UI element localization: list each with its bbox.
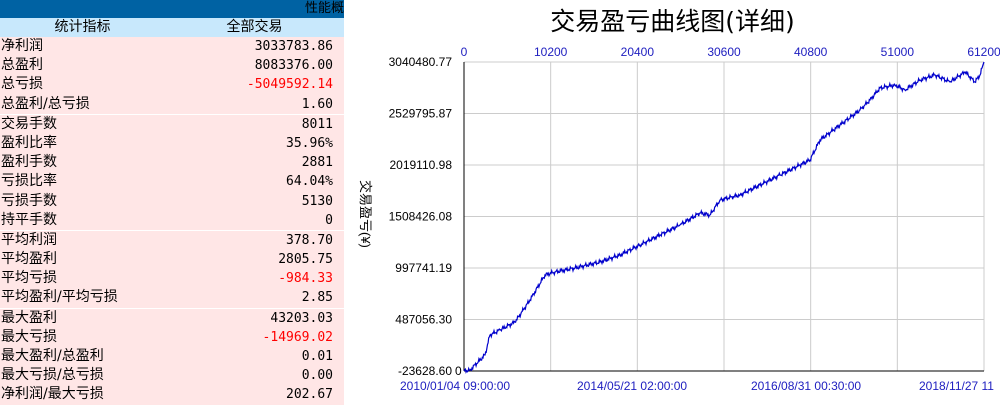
metric-label: 平均亏损 [1, 270, 57, 287]
metric-value: 2.85 [301, 290, 333, 306]
metric-label: 总亏损 [1, 76, 43, 93]
metric-label: 净利润 [1, 38, 43, 54]
metric-value: 3033783.86 [254, 39, 333, 54]
y-origin-label: 0 [455, 364, 462, 378]
metric-value: 8011 [301, 116, 333, 132]
metric-value: 2805.75 [278, 252, 333, 268]
metric-value: -984.33 [278, 271, 333, 287]
table-row: 净利润 3033783.86 [0, 37, 344, 57]
x-bottom-tick-label: 2014/05/21 02:00:00 [577, 379, 687, 393]
metric-label: 最大亏损/总亏损 [1, 367, 104, 384]
pnl-chart: 交易盈亏曲线图(详细) 0 3040480.77 10200 2529795.87 20… [345, 0, 1000, 400]
metric-label: 盈利手数 [1, 154, 57, 171]
header-all-trades: 全部交易 [226, 19, 283, 35]
metric-label: 平均盈利/平均亏损 [1, 289, 118, 306]
table-row: 平均盈利/平均亏损 2.85 [0, 288, 344, 308]
y-axis-label: 交易盈亏(¥) [358, 180, 373, 248]
table-row: 盈利比率 35.96% [0, 133, 344, 154]
metric-label: 最大亏损 [1, 328, 57, 345]
x-top-tick-label: 51000 [881, 45, 915, 59]
table-row: 平均亏损 -984.33 [0, 269, 344, 289]
metric-value: 378.70 [286, 232, 333, 248]
x-top-tick-label: 0 [461, 45, 468, 59]
metric-label: 最大盈利 [1, 309, 57, 326]
table-row: 最大亏损 -14969.02 [0, 327, 344, 347]
table-row: 最大盈利/总盈利 0.01 [0, 347, 344, 367]
table-row: 亏损比率 64.04% [0, 172, 344, 192]
table-row: 净利润/最大亏损 202.67 [0, 385, 344, 405]
x-bottom-tick-label: 2016/08/31 00:30:00 [751, 379, 861, 393]
metric-value: 0.01 [301, 349, 333, 364]
metric-label: 总盈利/总亏损 [1, 95, 90, 112]
chart-svg: 0 3040480.77 10200 2529795.87 20400 2019110.9… [358, 45, 1000, 393]
metric-label: 净利润/最大亏损 [1, 386, 104, 403]
y-tick-label: 2529795.87 [389, 107, 453, 121]
x-bottom-tick-label: 2010/01/04 09:00:00 [400, 379, 510, 393]
y-tick-label: 487056.30 [395, 313, 452, 327]
table-row: 总盈利 8083376.00 [0, 56, 344, 76]
table-row: 总亏损 -5049592.14 [0, 75, 344, 95]
metric-value: 35.96% [286, 135, 333, 151]
performance-summary-panel: 性能概 统计指标 全部交易 净利润 3033783.86 总盈利 8083376.00… [0, 0, 344, 405]
equity-curve-line [463, 61, 985, 374]
metric-label: 最大盈利/总盈利 [1, 348, 104, 364]
table-header: 统计指标 全部交易 [0, 18, 344, 37]
metric-label: 亏损比率 [1, 173, 57, 190]
y-tick-label: 997741.19 [395, 261, 452, 275]
x-top-tick-label: 30600 [707, 45, 741, 59]
metric-value: 0 [325, 212, 333, 228]
metric-label: 持平手数 [1, 211, 57, 228]
metric-label: 平均利润 [1, 231, 57, 248]
table-row: 交易手数 8011 [0, 113, 344, 134]
header-metric: 统计指标 [54, 19, 111, 35]
metric-label: 总盈利 [1, 57, 43, 74]
y-tick-label: -23628.60 [398, 364, 452, 378]
metric-value: -5049592.14 [246, 77, 333, 93]
x-top-tick-label: 10200 [534, 45, 568, 59]
metric-value: 0.00 [301, 368, 333, 384]
table-row: 最大盈利 43203.03 [0, 307, 344, 328]
x-top-tick-label: 40800 [794, 45, 828, 59]
chart-title: 交易盈亏曲线图(详细) [550, 7, 795, 36]
metric-value: 2881 [301, 155, 333, 171]
table-row: 平均盈利 2805.75 [0, 250, 344, 270]
x-top-tick-label: 61200 [967, 45, 1000, 59]
metric-label: 盈利比率 [1, 134, 57, 151]
table-row: 盈利手数 2881 [0, 153, 344, 173]
metric-value: -14969.02 [262, 329, 333, 345]
y-tick-label: 3040480.77 [389, 55, 453, 69]
stats-table: 净利润 3033783.86 总盈利 8083376.00 总亏损 -5049592.14… [0, 37, 344, 405]
x-top-tick-label: 20400 [621, 45, 655, 59]
panel-title-bar: 性能概 [0, 0, 344, 18]
table-row: 亏损手数 5130 [0, 191, 344, 211]
metric-value: 1.60 [301, 96, 333, 112]
table-row: 平均利润 378.70 [0, 229, 344, 251]
table-row: 持平手数 0 [0, 210, 344, 230]
metric-value: 43203.03 [270, 310, 333, 326]
metric-value: 8083376.00 [254, 58, 333, 74]
metric-label: 平均盈利 [1, 251, 57, 268]
metric-value: 5130 [301, 193, 333, 209]
metric-value: 64.04% [286, 174, 333, 190]
metric-value: 202.67 [286, 387, 333, 403]
y-tick-label: 1508426.08 [389, 210, 453, 224]
y-tick-label: 2019110.98 [389, 158, 452, 172]
x-bottom-tick-label: 2018/11/27 11 [919, 379, 994, 393]
table-row: 总盈利/总亏损 1.60 [0, 94, 344, 114]
table-row: 最大亏损/总亏损 0.00 [0, 366, 344, 386]
metric-label: 亏损手数 [1, 192, 57, 209]
metric-label: 交易手数 [1, 115, 57, 132]
